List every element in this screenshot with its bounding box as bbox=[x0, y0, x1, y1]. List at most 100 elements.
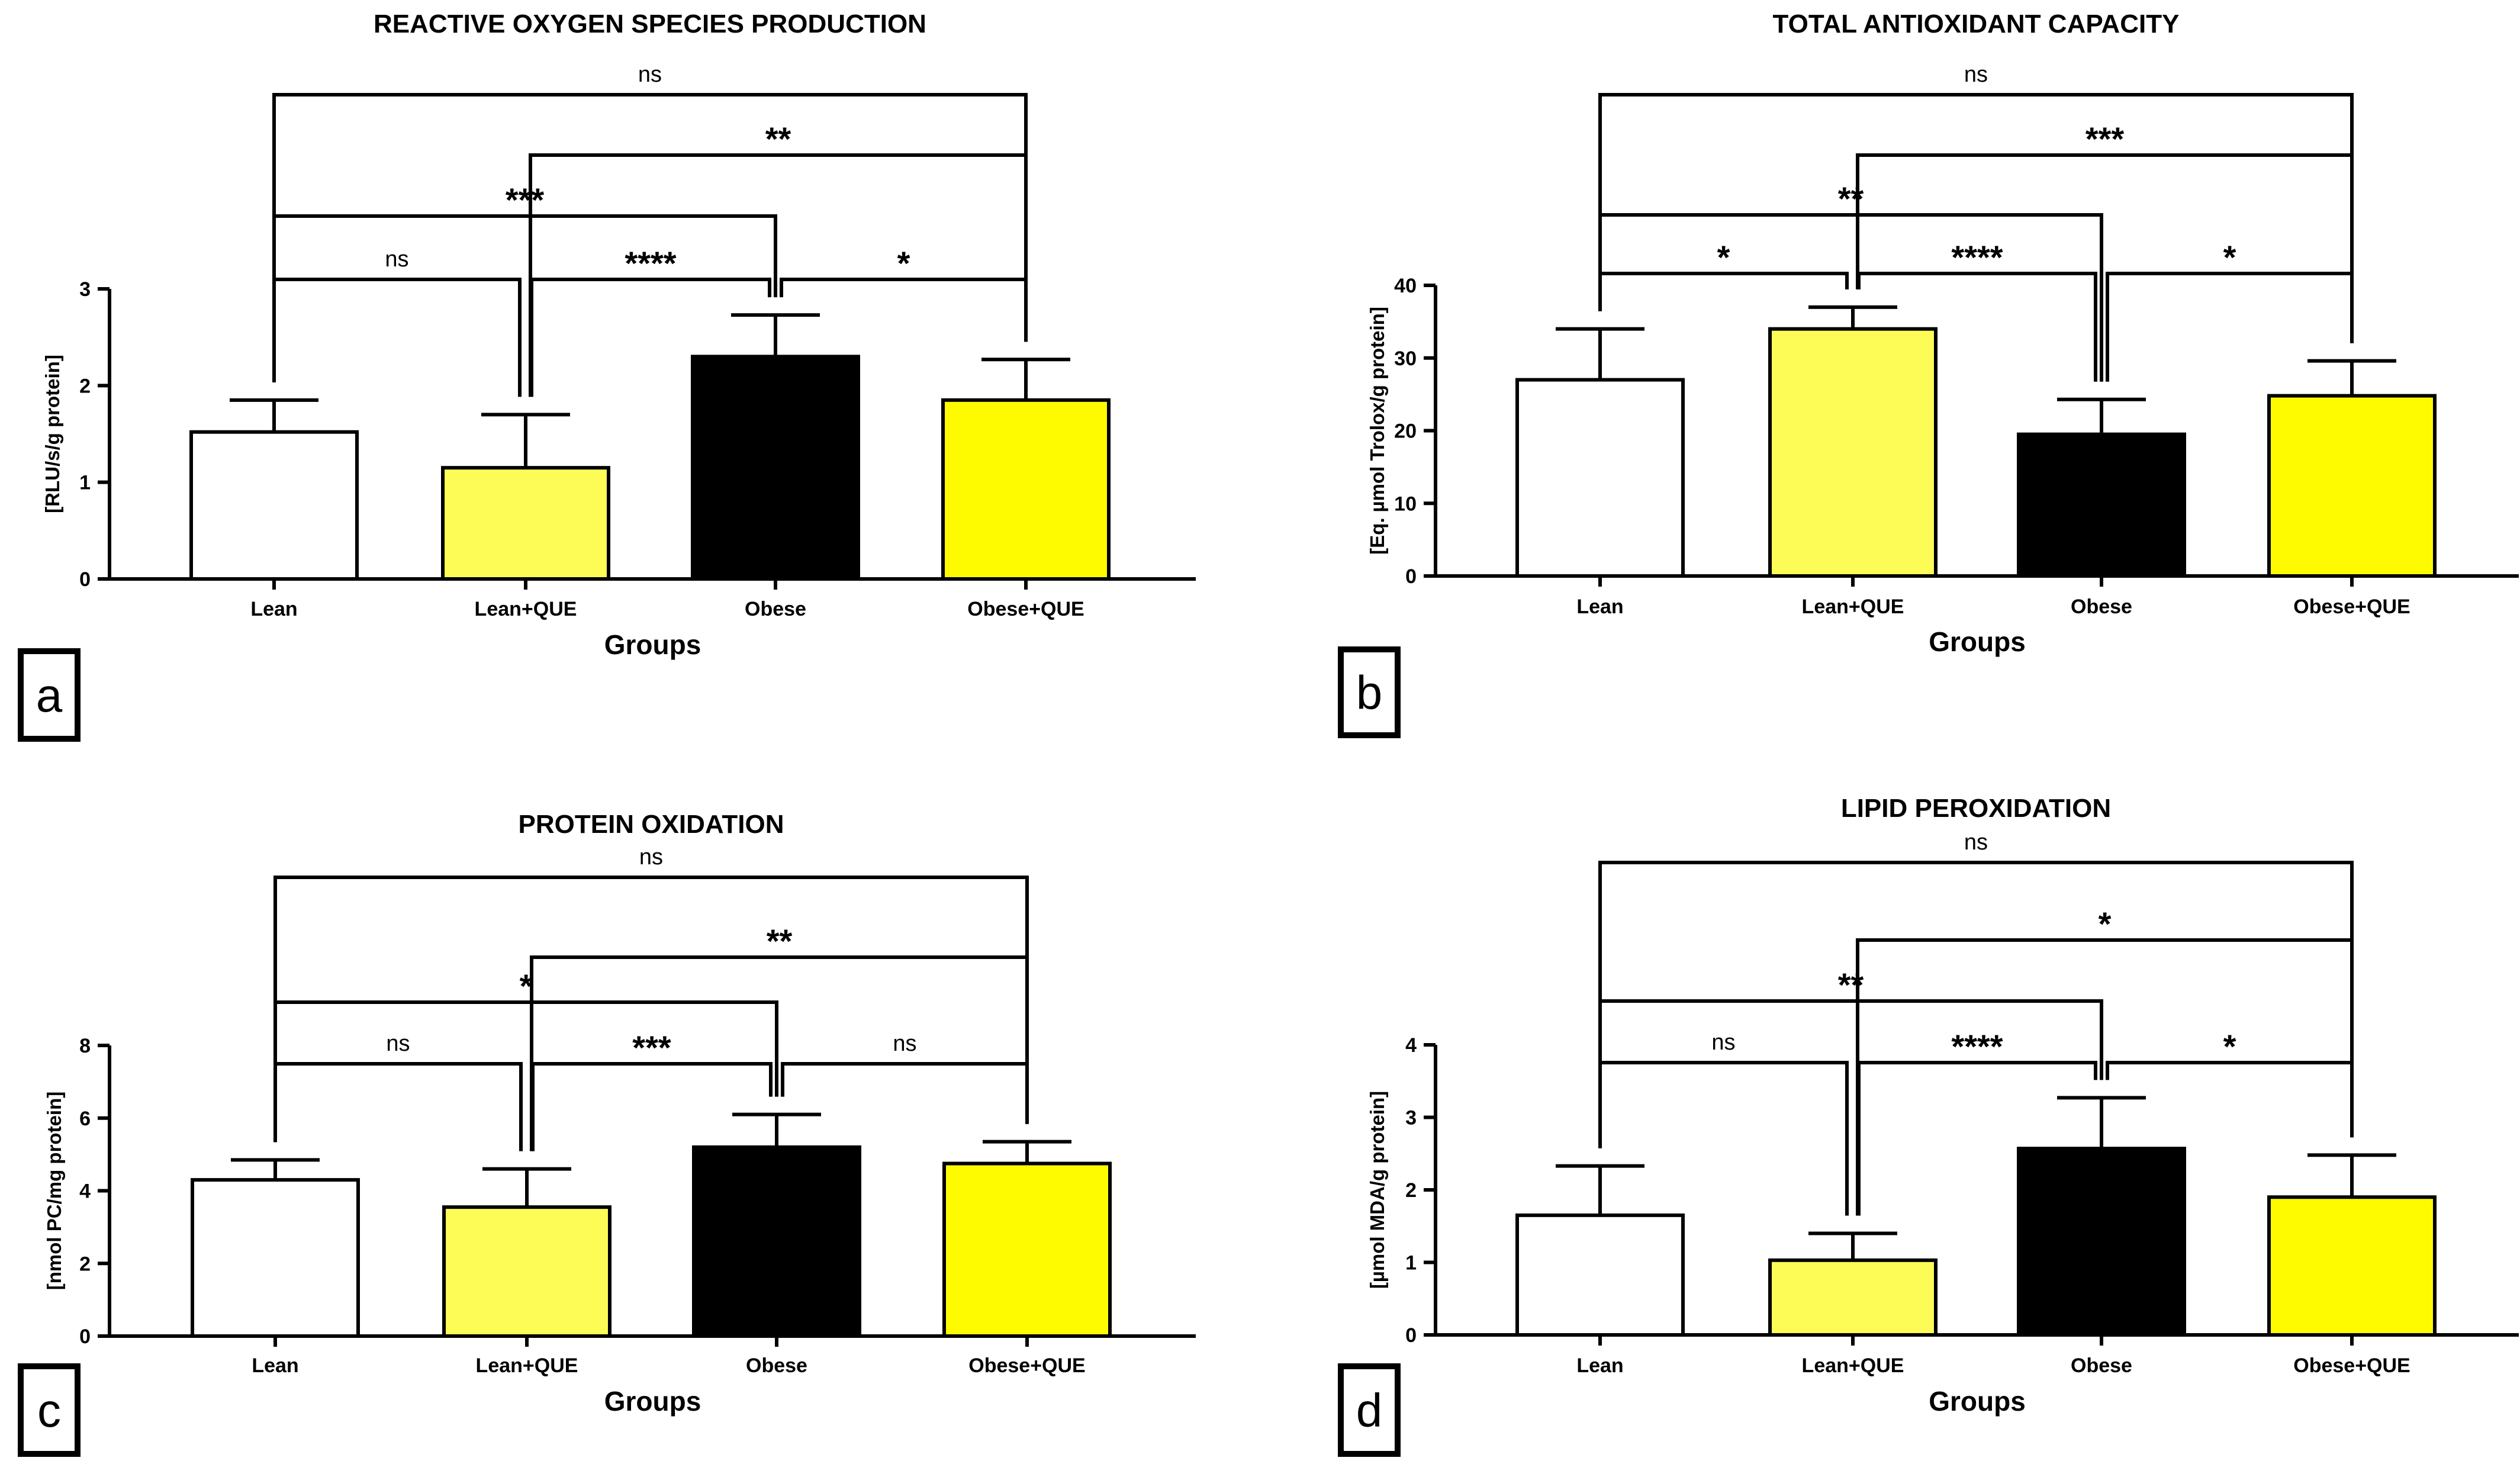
y-tick-label: 2 bbox=[1405, 1179, 1417, 1202]
panel-c: PROTEIN OXIDATION 0 2 4 6 8 [nmol PC/mg protei… bbox=[18, 810, 1196, 1457]
bar-lean-que bbox=[1768, 327, 1938, 578]
significance-label: ** bbox=[1838, 180, 1864, 217]
panel-letter-box bbox=[1338, 646, 1401, 738]
significance-label: ns bbox=[1964, 830, 1988, 855]
x-tick-label: Lean+QUE bbox=[1802, 596, 1904, 618]
chart-title: TOTAL ANTIOXIDANT CAPACITY bbox=[1773, 9, 2180, 38]
significance-label: *** bbox=[2085, 120, 2125, 157]
y-tick-label: 40 bbox=[1394, 275, 1417, 297]
significance-label: **** bbox=[1951, 239, 2003, 276]
y-tick-label: 1 bbox=[79, 472, 91, 494]
bar-lean-que bbox=[441, 466, 610, 581]
y-tick-label: 1 bbox=[1405, 1252, 1417, 1275]
y-tick-label: 4 bbox=[1405, 1034, 1417, 1057]
y-tick-label: 0 bbox=[79, 568, 91, 591]
x-tick-label: Obese bbox=[746, 1354, 807, 1377]
significance-label: *** bbox=[506, 181, 545, 218]
significance-label: * bbox=[1717, 239, 1730, 276]
y-tick-label: 20 bbox=[1394, 420, 1417, 443]
y-axis-label: [nmol PC/mg protein] bbox=[43, 1092, 65, 1290]
bar-lean bbox=[1515, 378, 1685, 578]
y-tick-label: 3 bbox=[79, 278, 91, 301]
bar-lean bbox=[1515, 1213, 1685, 1337]
significance-label: ns bbox=[639, 845, 663, 870]
x-axis-label: Groups bbox=[604, 629, 701, 660]
x-tick-label: Lean bbox=[250, 598, 297, 620]
significance-label: ** bbox=[765, 120, 791, 157]
significance-label: * bbox=[2223, 1028, 2236, 1065]
x-tick-label: Obese+QUE bbox=[967, 598, 1084, 620]
x-tick-label: Lean bbox=[1576, 1354, 1623, 1377]
x-tick-label: Obese+QUE bbox=[2293, 596, 2410, 618]
significance-label: ns bbox=[385, 247, 408, 272]
chart-title: PROTEIN OXIDATION bbox=[519, 810, 784, 839]
bar-obese-que bbox=[941, 398, 1111, 581]
y-tick-label: 30 bbox=[1394, 347, 1417, 370]
chart-title: REACTIVE OXYGEN SPECIES PRODUCTION bbox=[374, 9, 926, 38]
significance-label: * bbox=[2099, 905, 2112, 942]
x-tick-label: Obese+QUE bbox=[968, 1354, 1085, 1377]
panel-letter-box bbox=[1338, 1363, 1401, 1457]
panel-letter-box bbox=[18, 1363, 81, 1457]
significance-label: ** bbox=[767, 922, 793, 960]
x-tick-label: Obese bbox=[2071, 596, 2132, 618]
chart-title: LIPID PEROXIDATION bbox=[1841, 794, 2111, 823]
bar-obese-que bbox=[2267, 1195, 2437, 1337]
significance-label: * bbox=[520, 967, 533, 1005]
x-axis-label: Groups bbox=[1929, 626, 2026, 657]
significance-bracket bbox=[273, 876, 1029, 1143]
y-axis-label: [RLU/s/g protein] bbox=[41, 355, 63, 513]
y-tick-label: 4 bbox=[79, 1180, 91, 1203]
x-tick-label: Obese bbox=[745, 598, 806, 620]
significance-label: ns bbox=[1964, 62, 1988, 87]
bar-lean-que bbox=[1768, 1258, 1938, 1337]
significance-label: * bbox=[897, 244, 910, 282]
y-tick-label: 10 bbox=[1394, 493, 1417, 515]
y-tick-label: 0 bbox=[1405, 565, 1417, 588]
significance-bracket bbox=[1598, 861, 2354, 1148]
significance-label: ns bbox=[1711, 1030, 1735, 1055]
significance-bracket bbox=[272, 93, 1028, 382]
panel-letter: a bbox=[36, 669, 63, 722]
y-axis-label: [µmol MDA/g protein] bbox=[1366, 1091, 1388, 1289]
panel-b: TOTAL ANTIOXIDANT CAPACITY 0 10 20 30 40 [Eq. … bbox=[1338, 9, 2519, 738]
significance-label: ns bbox=[893, 1031, 916, 1056]
x-tick-label: Lean+QUE bbox=[476, 1354, 578, 1377]
bar-obese bbox=[691, 355, 860, 581]
bar-obese-que bbox=[2267, 394, 2437, 578]
x-tick-label: Lean+QUE bbox=[1802, 1354, 1904, 1377]
panel-letter: d bbox=[1356, 1384, 1383, 1437]
panel-a: REACTIVE OXYGEN SPECIES PRODUCTION 0 1 2 3 [R… bbox=[18, 9, 1196, 742]
x-tick-label: Lean bbox=[252, 1354, 298, 1377]
significance-bracket bbox=[1598, 93, 2354, 343]
x-tick-label: Lean bbox=[1576, 596, 1623, 618]
panel-letter-box bbox=[18, 648, 81, 742]
significance-label: ns bbox=[638, 62, 662, 87]
significance-label: ns bbox=[386, 1031, 410, 1056]
y-tick-label: 2 bbox=[79, 375, 91, 397]
panel-letter: b bbox=[1356, 667, 1383, 719]
panel-d: LIPID PEROXIDATION 0 1 2 3 4 [µmol MDA/g prote… bbox=[1338, 794, 2519, 1457]
y-tick-label: 2 bbox=[79, 1253, 91, 1275]
significance-label: **** bbox=[625, 244, 676, 282]
significance-label: ** bbox=[1838, 966, 1864, 1003]
x-axis-label: Groups bbox=[1929, 1386, 2026, 1417]
y-tick-label: 0 bbox=[79, 1325, 91, 1348]
x-tick-label: Obese+QUE bbox=[2293, 1354, 2410, 1377]
x-axis-label: Groups bbox=[604, 1386, 701, 1417]
panel-letter: c bbox=[37, 1384, 61, 1437]
bar-lean bbox=[191, 1178, 360, 1338]
y-tick-label: 0 bbox=[1405, 1324, 1417, 1347]
y-tick-label: 6 bbox=[79, 1108, 91, 1130]
significance-label: **** bbox=[1951, 1028, 2003, 1065]
x-tick-label: Obese bbox=[2071, 1354, 2132, 1377]
bar-obese bbox=[692, 1145, 861, 1338]
y-tick-label: 8 bbox=[79, 1035, 91, 1057]
significance-label: * bbox=[2223, 239, 2236, 276]
bar-lean-que bbox=[442, 1205, 612, 1338]
bar-obese bbox=[2017, 1147, 2186, 1337]
y-axis-label: [Eq. µmol Trolox/g protein] bbox=[1366, 307, 1388, 555]
bar-obese bbox=[2017, 432, 2186, 578]
y-tick-label: 3 bbox=[1405, 1107, 1417, 1129]
